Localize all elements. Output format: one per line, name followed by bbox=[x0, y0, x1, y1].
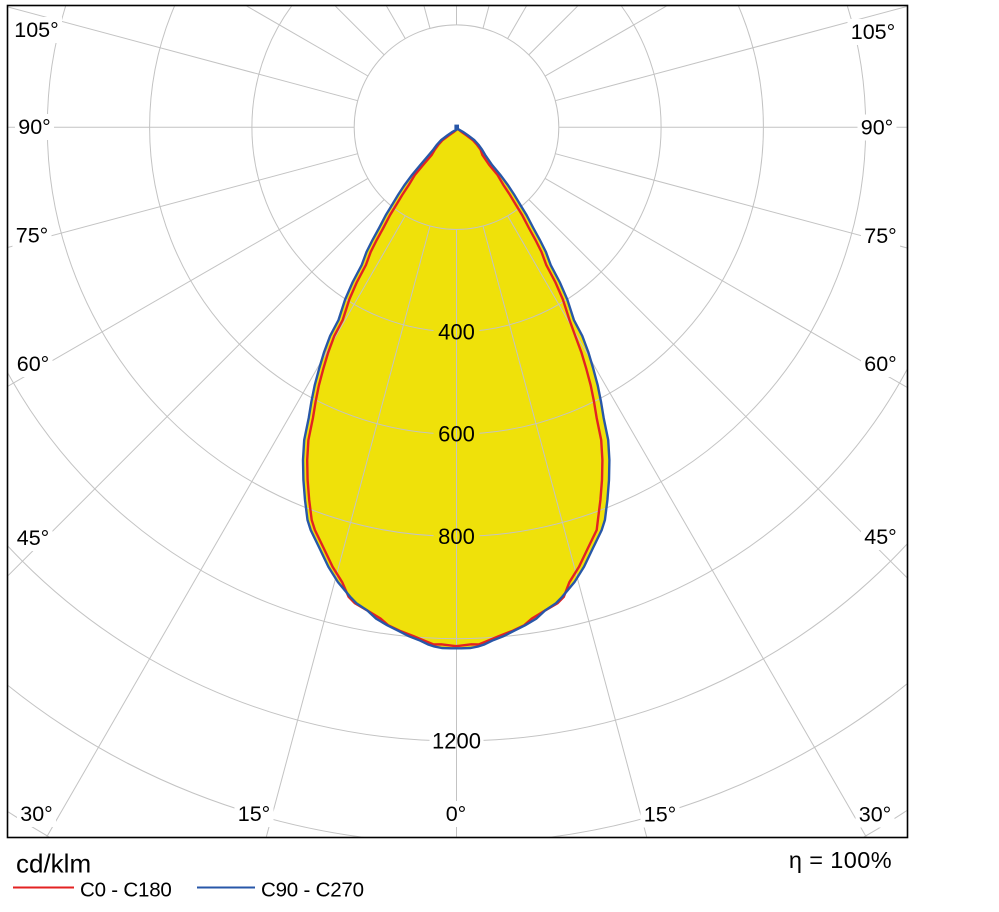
svg-text:cd/klm: cd/klm bbox=[16, 849, 91, 879]
svg-text:C90 - C270: C90 - C270 bbox=[261, 879, 364, 902]
svg-text:η = 100%: η = 100% bbox=[789, 847, 892, 873]
svg-text:60°: 60° bbox=[864, 352, 897, 376]
svg-text:600: 600 bbox=[438, 422, 475, 447]
svg-text:45°: 45° bbox=[864, 525, 897, 549]
svg-text:800: 800 bbox=[438, 524, 475, 549]
svg-text:1200: 1200 bbox=[432, 729, 481, 754]
svg-text:15°: 15° bbox=[644, 803, 677, 827]
svg-text:75°: 75° bbox=[864, 224, 897, 248]
svg-text:75°: 75° bbox=[16, 224, 49, 248]
svg-text:90°: 90° bbox=[18, 115, 51, 139]
svg-text:0°: 0° bbox=[446, 802, 467, 826]
svg-text:105°: 105° bbox=[14, 18, 58, 42]
svg-text:60°: 60° bbox=[17, 352, 50, 376]
svg-text:30°: 30° bbox=[859, 803, 892, 827]
svg-text:90°: 90° bbox=[861, 116, 894, 140]
svg-text:15°: 15° bbox=[238, 802, 271, 826]
svg-text:400: 400 bbox=[438, 319, 475, 344]
svg-text:C0 - C180: C0 - C180 bbox=[80, 879, 172, 902]
svg-text:30°: 30° bbox=[20, 802, 53, 826]
svg-text:105°: 105° bbox=[851, 20, 895, 44]
svg-text:45°: 45° bbox=[17, 526, 50, 550]
